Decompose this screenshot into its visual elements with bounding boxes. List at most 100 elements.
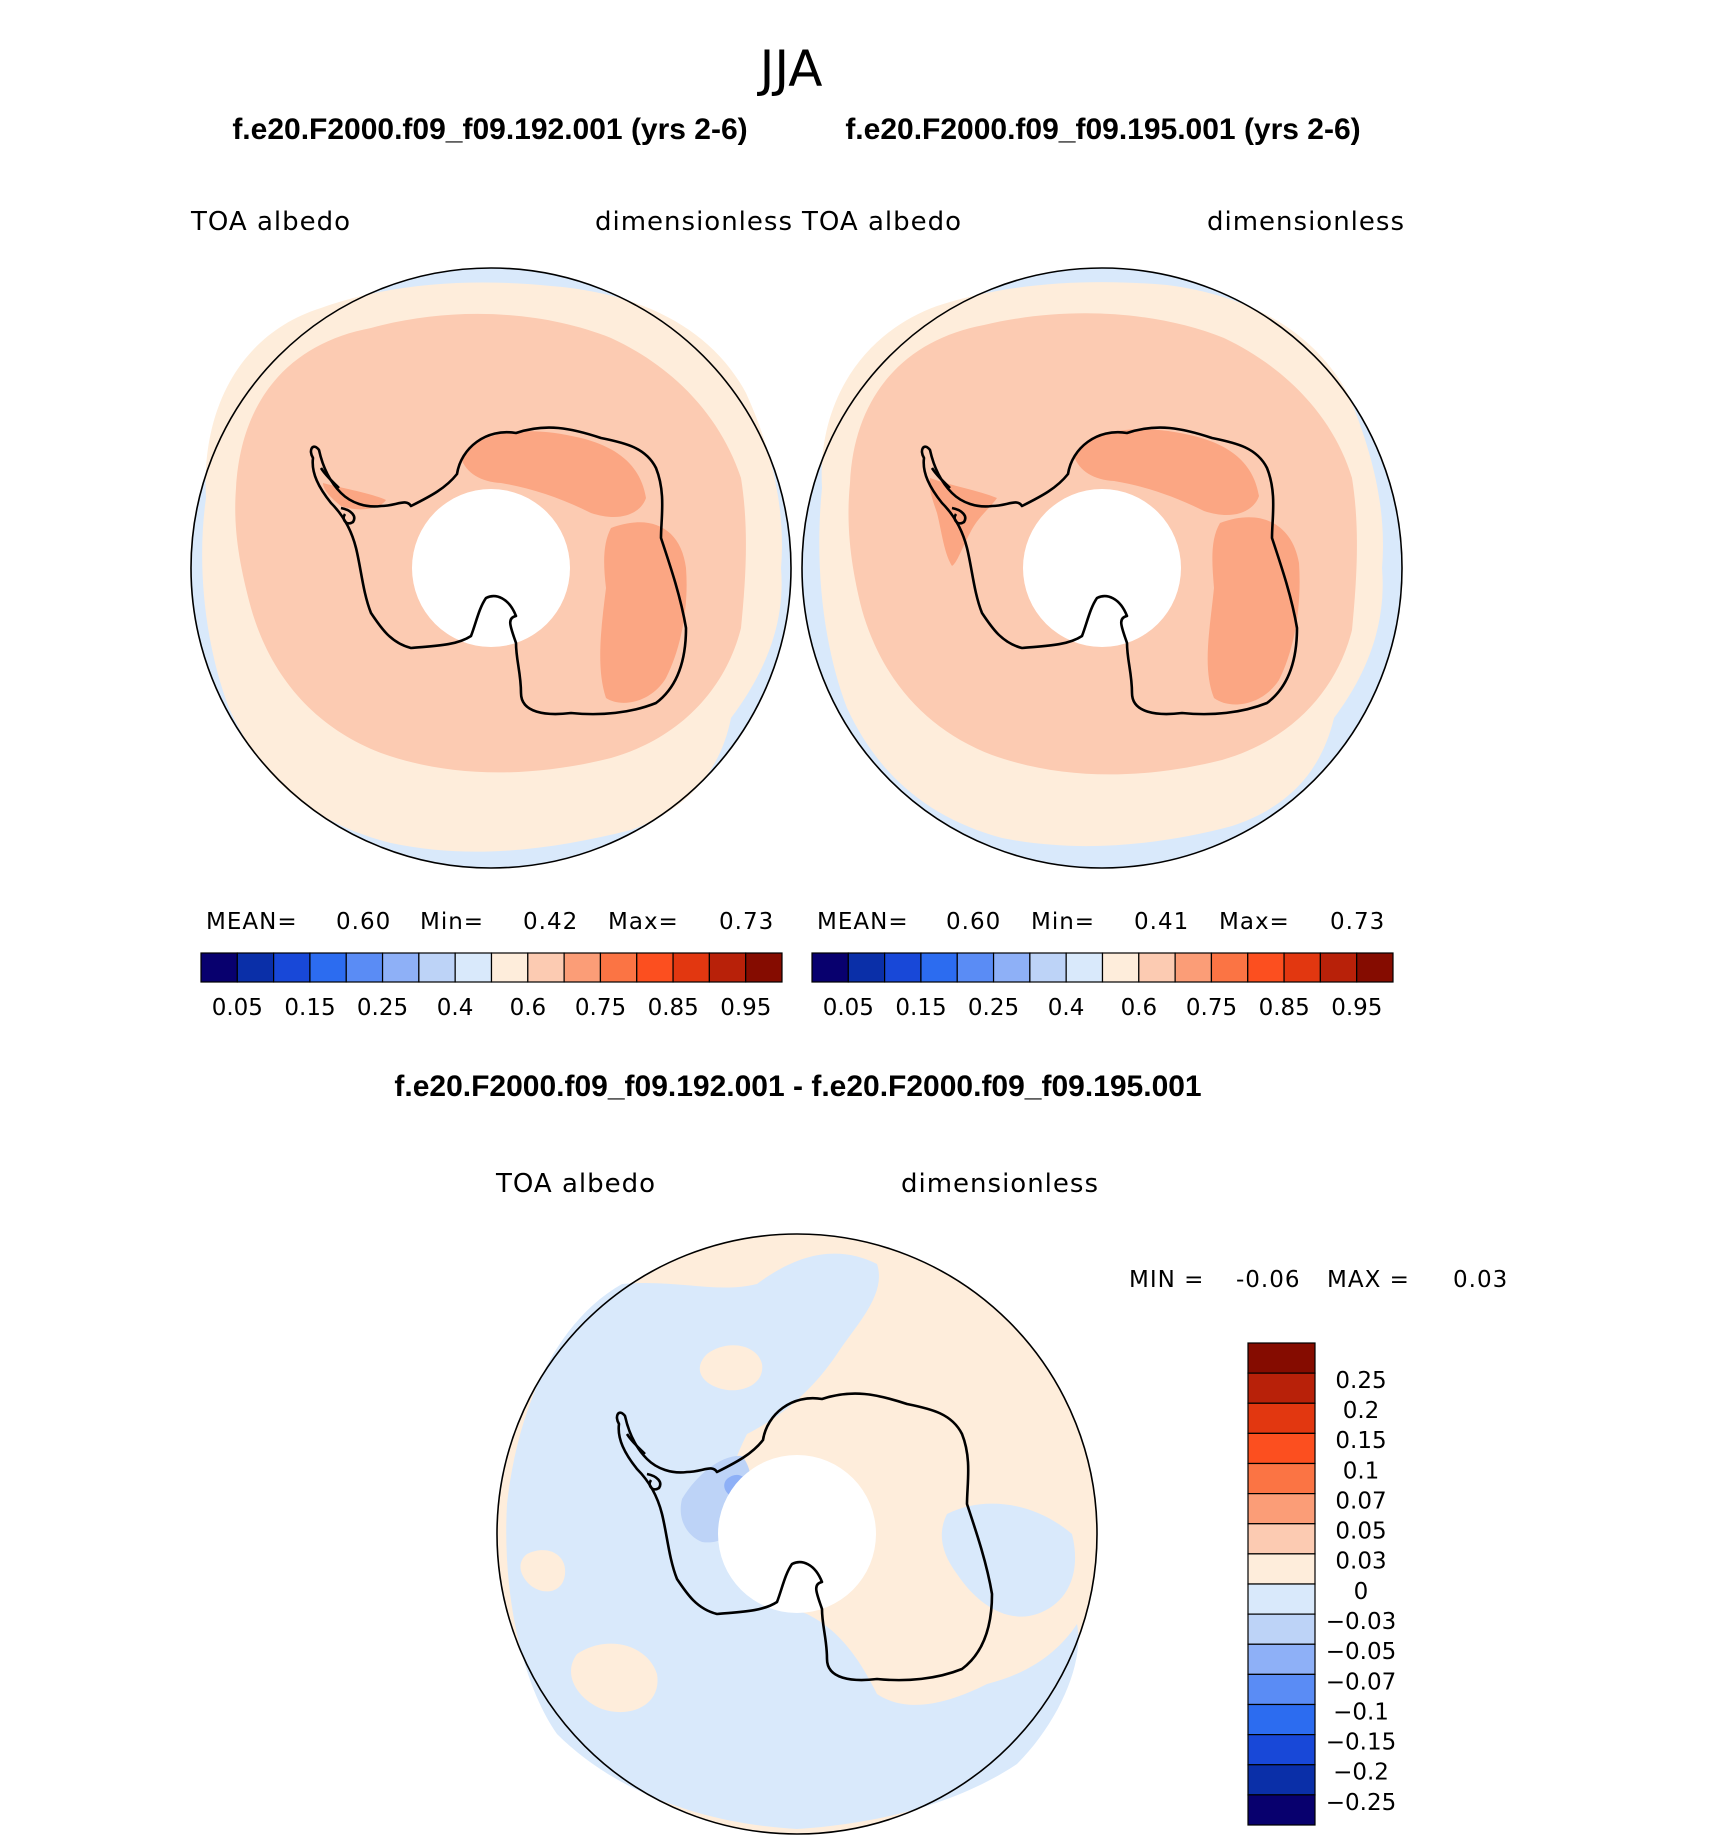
panel1-mean-value: 0.60 [336, 909, 391, 935]
panel2-colorbar: 0.05 0.15 0.25 0.4 0.6 0.75 0.85 0.95 [811, 952, 1394, 1021]
panel3-max-value: 0.03 [1453, 1267, 1508, 1293]
panel3-colorbar-swatch [1247, 1764, 1316, 1796]
panel3-peach-patch-a [571, 1643, 658, 1713]
panel1-stats: MEAN= 0.60 Min= 0.42 Max= 0.73 [206, 909, 774, 935]
panel1-pole-hole [412, 489, 570, 647]
panel-difference: TOA albedo dimensionless MIN = -0.06 MAX… [495, 1169, 1508, 1835]
panel3-colorbar-swatch [1247, 1613, 1316, 1645]
panel1-colorbar-swatch [563, 952, 602, 983]
panel3-peach-patch-c [699, 1345, 763, 1391]
panel3-colorbar-swatch [1247, 1493, 1316, 1525]
panel2-tick: 0.15 [895, 995, 946, 1021]
panel2-pole-hole [1023, 489, 1181, 647]
panel2-tick: 0.05 [823, 995, 874, 1021]
panel3-map [496, 1233, 1098, 1835]
panel2-tick: 0.75 [1186, 995, 1237, 1021]
panel2-units-label: dimensionless [1207, 207, 1405, 237]
panel2-mean-value: 0.60 [946, 909, 1001, 935]
panel3-variable-label: TOA albedo [495, 1169, 656, 1199]
panel1-map-boundary [190, 267, 792, 869]
panel3-colorbar-swatch [1247, 1703, 1316, 1736]
diff-title: f.e20.F2000.f09_f09.192.001 - f.e20.F200… [394, 1070, 1201, 1103]
panel1-colorbar-swatch [636, 952, 674, 983]
panel1-tick: 0.75 [575, 995, 626, 1021]
panel3-tick: 0.25 [1335, 1368, 1386, 1394]
panel3-units-label: dimensionless [901, 1169, 1099, 1199]
panel1-colorbar-swatch [599, 952, 638, 983]
panel3-tick: −0.1 [1333, 1699, 1389, 1725]
panel3-tick: −0.15 [1326, 1730, 1396, 1756]
panel3-tick: 0.05 [1335, 1519, 1386, 1545]
panel1-tick: 0.15 [284, 995, 335, 1021]
panel2-colorbar-swatch [1319, 952, 1358, 983]
panel2-min-label: Min= [1031, 909, 1095, 935]
panel2-colorbar-swatch [884, 952, 922, 983]
panel3-tick: −0.25 [1326, 1790, 1396, 1816]
panel1-colorbar-swatch [708, 952, 747, 983]
panel1-max-value: 0.73 [719, 909, 774, 935]
panel3-tick: −0.03 [1326, 1609, 1396, 1635]
panel3-tick: 0.1 [1343, 1458, 1380, 1484]
panel3-tick: −0.2 [1333, 1760, 1389, 1786]
panel1-tick: 0.25 [357, 995, 408, 1021]
panel1-tick: 0.05 [212, 995, 263, 1021]
panel1-colorbar-swatch [418, 952, 456, 983]
panel2-map-boundary [801, 267, 1403, 869]
panel1-tick: 0.95 [720, 995, 771, 1021]
panel1-colorbar-swatch [490, 952, 529, 983]
panel2-stats: MEAN= 0.60 Min= 0.41 Max= 0.73 [817, 909, 1385, 935]
panel3-tick: 0.15 [1335, 1428, 1386, 1454]
panel3-colorbar-swatch [1247, 1794, 1316, 1826]
panel1-max-label: Max= [608, 909, 679, 935]
panel1-colorbar-swatch [345, 952, 384, 983]
panel-case2: TOA albedo dimensionless MEAN= 0.60 Min=… [801, 207, 1405, 1021]
panel1-colorbar-swatch [381, 952, 420, 983]
panel3-pole-hole [718, 1455, 876, 1613]
panel2-max-label: Max= [1219, 909, 1290, 935]
panel2-tick: 0.85 [1259, 995, 1310, 1021]
panel3-max-label: MAX = [1327, 1267, 1410, 1293]
panel2-variable-label: TOA albedo [801, 207, 962, 237]
panel3-colorbar-swatch [1247, 1643, 1316, 1675]
panel1-colorbar: 0.05 0.15 0.25 0.4 0.6 0.75 0.85 0.95 [200, 952, 783, 1021]
panel2-colorbar-swatch [1029, 952, 1067, 983]
panel1-colorbar-swatch [527, 952, 565, 983]
panel3-colorbar-swatch [1247, 1402, 1316, 1434]
panel1-colorbar-swatch [236, 952, 275, 983]
panel2-colorbar-swatch [1356, 952, 1394, 983]
panel3-colorbar-swatch [1247, 1734, 1316, 1766]
panel1-colorbar-swatch [200, 952, 238, 983]
panel3-tick: −0.05 [1326, 1639, 1396, 1665]
panel3-min-label: MIN = [1129, 1267, 1204, 1293]
panel1-tick: 0.6 [510, 995, 547, 1021]
panel2-band-0.85-north [1074, 429, 1259, 516]
panel3-colorbar-swatch [1247, 1553, 1316, 1585]
panel1-units-label: dimensionless [595, 207, 793, 237]
panel1-mean-label: MEAN= [206, 909, 298, 935]
panel3-colorbar-swatch [1247, 1342, 1316, 1374]
panel1-tick: 0.4 [437, 995, 474, 1021]
panel2-tick: 0.4 [1048, 995, 1085, 1021]
panel3-colorbar-swatch [1247, 1462, 1316, 1495]
panel1-colorbar-swatch [672, 952, 710, 983]
panel3-tick: 0.2 [1343, 1398, 1380, 1424]
panel1-colorbar-swatch [273, 952, 311, 983]
panel2-mean-label: MEAN= [817, 909, 909, 935]
panel1-min-value: 0.42 [523, 909, 578, 935]
case1-title: f.e20.F2000.f09_f09.192.001 (yrs 2-6) [232, 113, 747, 146]
panel3-colorbar-swatch [1247, 1432, 1316, 1465]
panel2-map [801, 267, 1403, 869]
panel2-colorbar-swatch [1247, 952, 1285, 983]
panel2-tick: 0.25 [968, 995, 1019, 1021]
panel3-tick: −0.07 [1326, 1669, 1396, 1695]
panel3-colorbar: 0.25 0.2 0.15 0.1 0.07 0.05 0.03 0 −0.03… [1247, 1342, 1396, 1826]
panel2-max-value: 0.73 [1330, 909, 1385, 935]
panel3-tick: 0 [1354, 1579, 1369, 1605]
panel2-colorbar-swatch [1138, 952, 1176, 983]
season-title: JJA [757, 40, 823, 98]
panel1-colorbar-swatch [309, 952, 347, 983]
panel1-band-0.85-north [461, 431, 646, 518]
panel1-band-0.85-east [600, 522, 687, 703]
panel1-min-label: Min= [420, 909, 484, 935]
